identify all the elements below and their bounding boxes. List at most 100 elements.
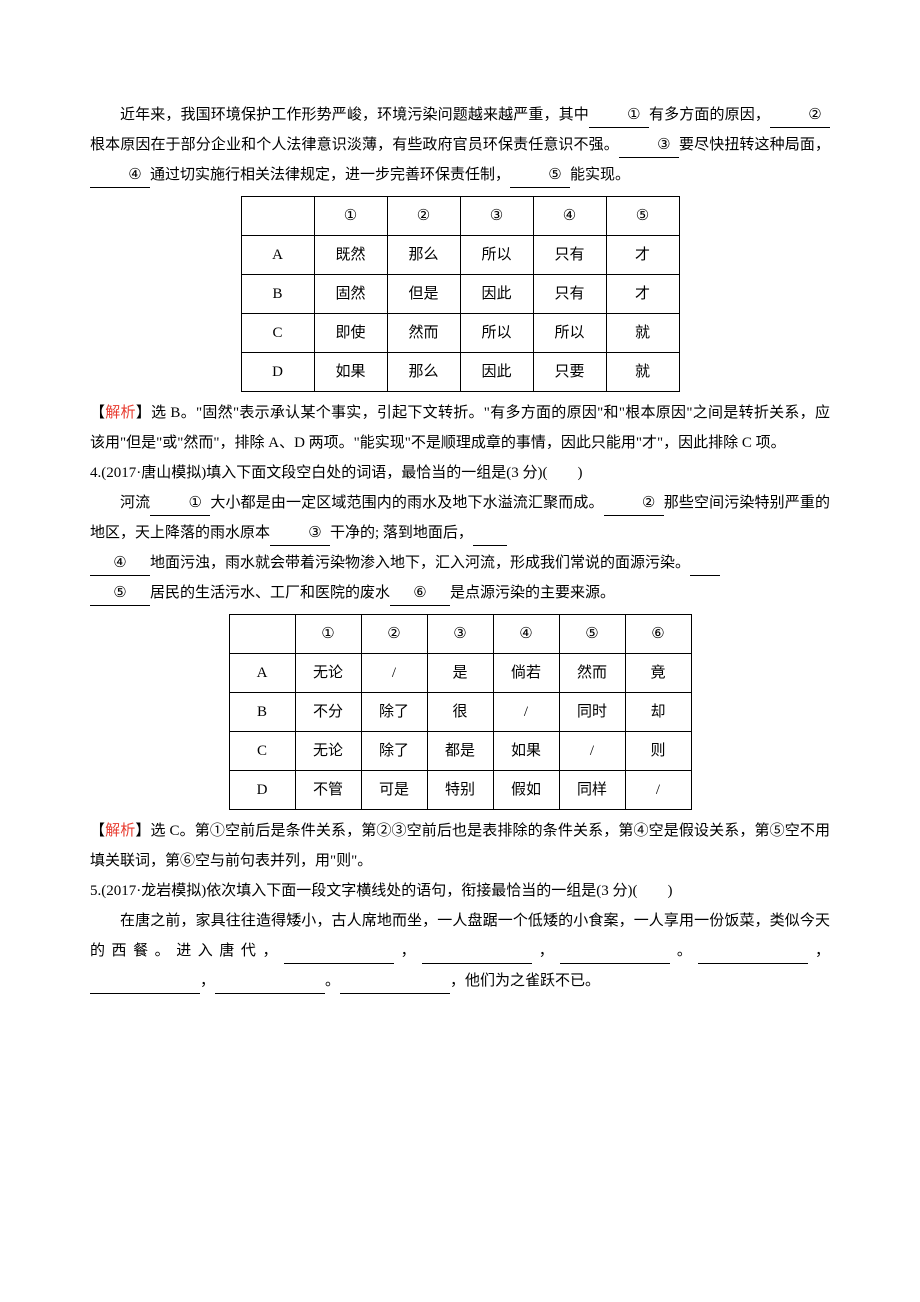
q4-text-4: 地面污浊，雨水就会带着污染物渗入地下，汇入河流，形成我们常说的面源污染。 — [150, 555, 690, 571]
table-row: A 既然 那么 所以 只有 才 — [241, 236, 679, 275]
td: D — [229, 771, 295, 810]
th: ① — [295, 615, 361, 654]
td: 只有 — [533, 236, 606, 275]
q3-blank-2: ② — [770, 103, 830, 128]
q3-text-1: 有多方面的原因， — [649, 107, 770, 123]
q4-text-6: 是点源污染的主要来源。 — [450, 585, 615, 601]
td: 假如 — [493, 771, 559, 810]
td: 特别 — [427, 771, 493, 810]
q4-blank-4a — [473, 521, 507, 546]
table-row: D 不管 可是 特别 假如 同样 / — [229, 771, 691, 810]
th: ② — [361, 615, 427, 654]
q3-analysis: 【解析】选 B。"固然"表示承认某个事实，引起下文转折。"有多方面的原因"和"根… — [90, 398, 830, 458]
table-header-row: ① ② ③ ④ ⑤ — [241, 197, 679, 236]
td: 才 — [606, 275, 679, 314]
q5-blank-1 — [284, 939, 394, 964]
td: A — [241, 236, 314, 275]
q4-text-0: 河流 — [120, 495, 150, 511]
td: 即使 — [314, 314, 387, 353]
th: ① — [314, 197, 387, 236]
q4-blank-5a — [690, 551, 720, 576]
td: D — [241, 353, 314, 392]
q4-stem: 4.(2017·唐山模拟)填入下面文段空白处的词语，最恰当的一组是(3 分)( … — [90, 458, 830, 488]
q5-blank-7 — [340, 969, 450, 994]
td: 因此 — [460, 353, 533, 392]
td: / — [361, 654, 427, 693]
bracket-close: 】 — [136, 405, 151, 421]
td: C — [229, 732, 295, 771]
td: A — [229, 654, 295, 693]
q3-text-2: 根本原因在于部分企业和个人法律意识淡薄，有些政府官员环保责任意识不强。 — [90, 137, 619, 153]
q5-c3: 。 — [670, 943, 698, 959]
td: 同时 — [559, 693, 625, 732]
q4-blank-1: ① — [150, 491, 210, 516]
q5-paragraph: 在唐之前，家具往往造得矮小，古人席地而坐，一人盘踞一个低矮的小食案，一人享用一份… — [90, 906, 830, 996]
q5-c5: ， — [200, 973, 215, 989]
th — [229, 615, 295, 654]
td: 是 — [427, 654, 493, 693]
td: B — [229, 693, 295, 732]
q5-stem: 5.(2017·龙岩模拟)依次填入下面一段文字横线处的语句，衔接最恰当的一组是(… — [90, 876, 830, 906]
table-row: B 固然 但是 因此 只有 才 — [241, 275, 679, 314]
q4-analysis: 【解析】选 C。第①空前后是条件关系，第②③空前后也是表排除的条件关系，第④空是… — [90, 816, 830, 876]
table-row: C 即使 然而 所以 所以 就 — [241, 314, 679, 353]
q4-blank-5: ⑤ — [90, 581, 150, 606]
table-row: C 无论 除了 都是 如果 / 则 — [229, 732, 691, 771]
q3-text-3: 要尽快扭转这种局面， — [679, 137, 830, 153]
q5-blank-3 — [560, 939, 670, 964]
td: 所以 — [460, 236, 533, 275]
q4-blank-6: ⑥ — [390, 581, 450, 606]
th: ③ — [460, 197, 533, 236]
th: ③ — [427, 615, 493, 654]
bracket-open: 【 — [90, 405, 105, 421]
q4-paragraph: 河流①大小都是由一定区域范围内的雨水及地下水溢流汇聚而成。②那些空间污染特别严重… — [90, 488, 830, 548]
q5-c6: 。 — [325, 973, 340, 989]
td: 然而 — [559, 654, 625, 693]
td: 倘若 — [493, 654, 559, 693]
q4-analysis-text: 选 C。第①空前后是条件关系，第②③空前后也是表排除的条件关系，第④空是假设关系… — [90, 823, 830, 869]
td: 除了 — [361, 693, 427, 732]
q4-text-1: 大小都是由一定区域范围内的雨水及地下水溢流汇聚而成。 — [210, 495, 603, 511]
q3-blank-1: ① — [589, 103, 649, 128]
td: 可是 — [361, 771, 427, 810]
q4-blank-4: ④ — [90, 551, 150, 576]
td: 不管 — [295, 771, 361, 810]
td: 很 — [427, 693, 493, 732]
q5-blank-4 — [698, 939, 808, 964]
td: 才 — [606, 236, 679, 275]
table-row: A 无论 / 是 倘若 然而 竟 — [229, 654, 691, 693]
td: / — [493, 693, 559, 732]
q4-text-5: 居民的生活污水、工厂和医院的废水 — [150, 585, 390, 601]
th: ② — [387, 197, 460, 236]
q5-blank-5 — [90, 969, 200, 994]
th: ④ — [533, 197, 606, 236]
td: 却 — [625, 693, 691, 732]
td: 那么 — [387, 236, 460, 275]
td: 就 — [606, 314, 679, 353]
td: 那么 — [387, 353, 460, 392]
table-header-row: ① ② ③ ④ ⑤ ⑥ — [229, 615, 691, 654]
th: ⑤ — [559, 615, 625, 654]
q4-text-3: 干净的; 落到地面后， — [330, 525, 473, 541]
td: 无论 — [295, 732, 361, 771]
td: 都是 — [427, 732, 493, 771]
table-row: B 不分 除了 很 / 同时 却 — [229, 693, 691, 732]
th — [241, 197, 314, 236]
q3-text-4: 通过切实施行相关法律规定，进一步完善环保责任制， — [150, 167, 510, 183]
q5-c1: ， — [394, 943, 422, 959]
q3-blank-5: ⑤ — [510, 163, 570, 188]
td: 同样 — [559, 771, 625, 810]
td: B — [241, 275, 314, 314]
th: ⑤ — [606, 197, 679, 236]
td: 不分 — [295, 693, 361, 732]
q4-options-table: ① ② ③ ④ ⑤ ⑥ A 无论 / 是 倘若 然而 竟 B 不分 除了 很 /… — [229, 614, 692, 810]
table-row: D 如果 那么 因此 只要 就 — [241, 353, 679, 392]
td: 但是 — [387, 275, 460, 314]
q5-c2: ， — [532, 943, 560, 959]
td: 所以 — [533, 314, 606, 353]
q3-text-5: 能实现。 — [570, 167, 630, 183]
td: 因此 — [460, 275, 533, 314]
bracket-close: 】 — [135, 823, 150, 839]
td: 然而 — [387, 314, 460, 353]
q4-paragraph-3: ⑤居民的生活污水、工厂和医院的废水⑥是点源污染的主要来源。 — [90, 578, 830, 608]
